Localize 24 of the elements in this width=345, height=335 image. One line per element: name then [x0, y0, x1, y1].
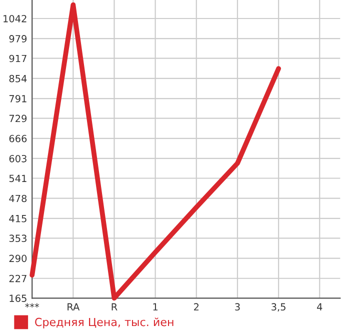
y-tick-label: 415	[9, 215, 26, 222]
y-tick-label: 290	[9, 254, 27, 262]
x-tick-label: 3	[235, 303, 240, 311]
x-tick-label: 2	[194, 303, 199, 310]
x-tick-label: 4	[317, 303, 322, 310]
y-tick-label: 603	[9, 154, 26, 162]
y-tick-label: 227	[9, 274, 26, 282]
y-tick-label: 478	[9, 194, 27, 202]
x-tick-label: R	[112, 303, 118, 310]
y-tick-label: 791	[9, 95, 26, 102]
y-tick-label: 666	[9, 134, 27, 142]
y-tick-label: 854	[9, 74, 27, 82]
y-tick-label: 541	[9, 174, 26, 182]
x-tick-label: 1	[153, 303, 158, 310]
y-tick-label: 1042	[4, 14, 26, 22]
y-tick-label: 979	[9, 35, 27, 42]
y-tick-label: 165	[10, 294, 26, 302]
y-tick-label: 729	[9, 114, 27, 122]
x-tick-label: RA	[68, 303, 80, 310]
x-tick-label: ***	[25, 303, 40, 308]
legend-label: Средняя Цена, тыс. йен	[35, 318, 174, 328]
y-tick-label: 917	[9, 54, 26, 62]
y-tick-label: 353	[9, 234, 26, 242]
x-tick-label: 3,5	[272, 303, 286, 312]
